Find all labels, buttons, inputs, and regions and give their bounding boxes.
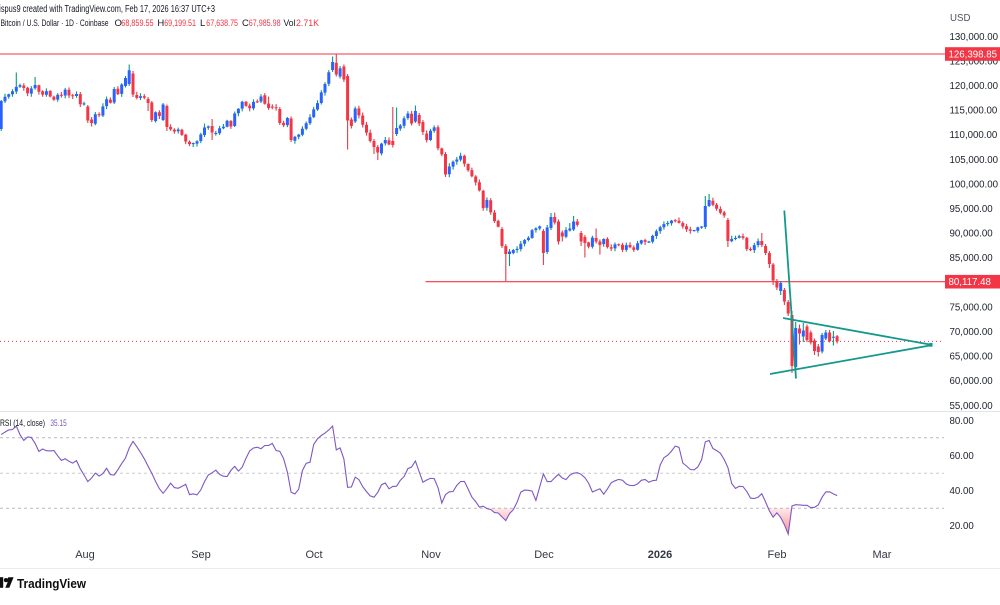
svg-text:TradingView: TradingView	[17, 576, 86, 591]
svg-text:100,000.00: 100,000.00	[950, 179, 999, 190]
svg-text:Nov: Nov	[421, 549, 441, 561]
svg-text:115,000.00: 115,000.00	[950, 106, 998, 117]
svg-text:O: O	[115, 18, 122, 29]
svg-text:67,638.75: 67,638.75	[206, 18, 238, 29]
svg-text:68,859.55: 68,859.55	[121, 18, 153, 29]
svg-text:67,985.98: 67,985.98	[249, 18, 281, 29]
svg-text:2.71K: 2.71K	[296, 18, 320, 29]
svg-text:crispus9 created with TradingV: crispus9 created with TradingView.com, F…	[0, 4, 215, 15]
svg-text:H: H	[157, 18, 164, 29]
svg-text:90,000.00: 90,000.00	[950, 229, 994, 240]
svg-text:Vol: Vol	[284, 18, 296, 29]
svg-text:60.00: 60.00	[950, 451, 975, 462]
svg-text:20.00: 20.00	[950, 521, 975, 532]
svg-text:Feb: Feb	[768, 549, 787, 561]
svg-text:L: L	[200, 18, 205, 29]
svg-text:C: C	[242, 18, 249, 29]
svg-text:Oct: Oct	[305, 549, 322, 561]
svg-text:60,000.00: 60,000.00	[950, 376, 994, 387]
svg-text:120,000.00: 120,000.00	[950, 81, 999, 92]
svg-text:105,000.00: 105,000.00	[950, 155, 999, 166]
svg-text:Aug: Aug	[75, 549, 95, 561]
svg-text:Mar: Mar	[873, 549, 892, 561]
svg-text:70,000.00: 70,000.00	[950, 327, 994, 338]
svg-text:69,199.51: 69,199.51	[164, 18, 196, 29]
svg-text:130,000.00: 130,000.00	[950, 32, 999, 43]
svg-text:126,398.85: 126,398.85	[949, 50, 998, 61]
svg-text:75,000.00: 75,000.00	[950, 302, 994, 313]
svg-text:80,117.48: 80,117.48	[949, 277, 991, 288]
svg-text:40.00: 40.00	[950, 486, 975, 497]
svg-text:95,000.00: 95,000.00	[950, 204, 994, 215]
svg-text:RSI (14, close): RSI (14, close)	[0, 418, 45, 428]
svg-text:110,000.00: 110,000.00	[950, 130, 998, 141]
svg-text:2026: 2026	[648, 549, 672, 561]
svg-text:Sep: Sep	[191, 549, 211, 561]
svg-text:Bitcoin / U.S. Dollar · 1D · C: Bitcoin / U.S. Dollar · 1D · Coinbase	[1, 18, 109, 29]
svg-text:80.00: 80.00	[950, 416, 975, 427]
svg-text:USD: USD	[950, 13, 970, 24]
svg-text:55,000.00: 55,000.00	[950, 401, 994, 412]
svg-text:65,000.00: 65,000.00	[950, 352, 994, 363]
svg-text:Dec: Dec	[534, 549, 554, 561]
svg-text:85,000.00: 85,000.00	[950, 253, 994, 264]
svg-text:35.15: 35.15	[50, 418, 66, 428]
svg-text:125,000.00: 125,000.00	[950, 56, 999, 67]
